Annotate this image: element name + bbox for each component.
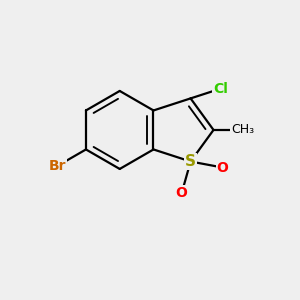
Text: Cl: Cl (214, 82, 228, 95)
Text: O: O (217, 160, 229, 175)
Text: CH₃: CH₃ (231, 124, 254, 136)
Text: O: O (176, 187, 188, 200)
Text: Br: Br (49, 159, 66, 173)
Text: S: S (185, 154, 196, 169)
